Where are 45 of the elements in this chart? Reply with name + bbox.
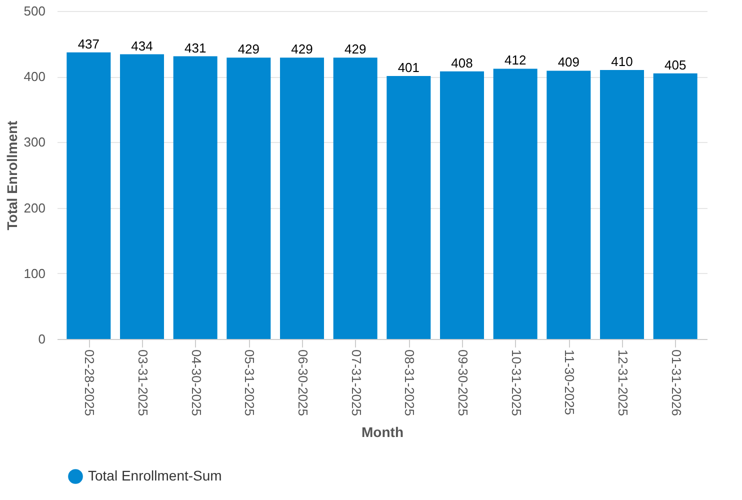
bar [653, 73, 698, 339]
bar [386, 76, 431, 339]
x-axis-title: Month [362, 424, 404, 440]
y-tick-label: 100 [24, 266, 46, 281]
data-label: 429 [238, 42, 260, 57]
y-tick-label: 500 [24, 4, 46, 18]
x-tick-label: 01-31-2026 [668, 350, 684, 416]
bar [280, 58, 324, 339]
bar [226, 58, 271, 339]
x-tick-label: 08-31-2025 [402, 350, 418, 416]
data-label: 437 [78, 36, 100, 52]
bar [493, 68, 538, 339]
y-tick-label: 0 [38, 332, 46, 346]
bar [66, 52, 111, 339]
data-label: 429 [344, 42, 366, 57]
x-tick-label: 06-30-2025 [296, 350, 310, 416]
y-tick-label: 300 [24, 134, 46, 150]
data-label: 409 [558, 54, 580, 70]
x-tick-label: 11-30-2025 [562, 350, 578, 416]
bar [546, 70, 591, 339]
data-label: 434 [131, 38, 153, 54]
data-label: 431 [184, 40, 206, 56]
y-tick-label: 200 [24, 200, 46, 216]
y-tick-label: 400 [24, 69, 46, 84]
x-tick-label: 09-30-2025 [456, 350, 470, 416]
x-tick-label: 05-31-2025 [242, 350, 258, 416]
legend-label: Total Enrollment-Sum [88, 468, 222, 484]
x-tick-label: 04-30-2025 [188, 350, 204, 416]
data-label: 405 [664, 57, 686, 72]
x-tick-label: 03-31-2025 [136, 350, 150, 416]
bar [173, 56, 218, 339]
bar [333, 58, 378, 339]
data-label: 408 [451, 55, 473, 70]
x-tick-label: 07-31-2025 [348, 350, 364, 416]
x-tick-label: 10-31-2025 [508, 350, 524, 416]
bar [600, 70, 644, 339]
data-label: 401 [398, 60, 420, 75]
x-tick-label: 12-31-2025 [616, 350, 630, 416]
x-tick-label: 02-28-2025 [82, 350, 98, 416]
data-label: 412 [504, 52, 526, 68]
bar [440, 71, 484, 339]
data-label: 410 [611, 54, 633, 70]
y-axis-title: Total Enrollment [4, 120, 20, 230]
data-label: 429 [291, 42, 313, 57]
bar [120, 54, 164, 339]
